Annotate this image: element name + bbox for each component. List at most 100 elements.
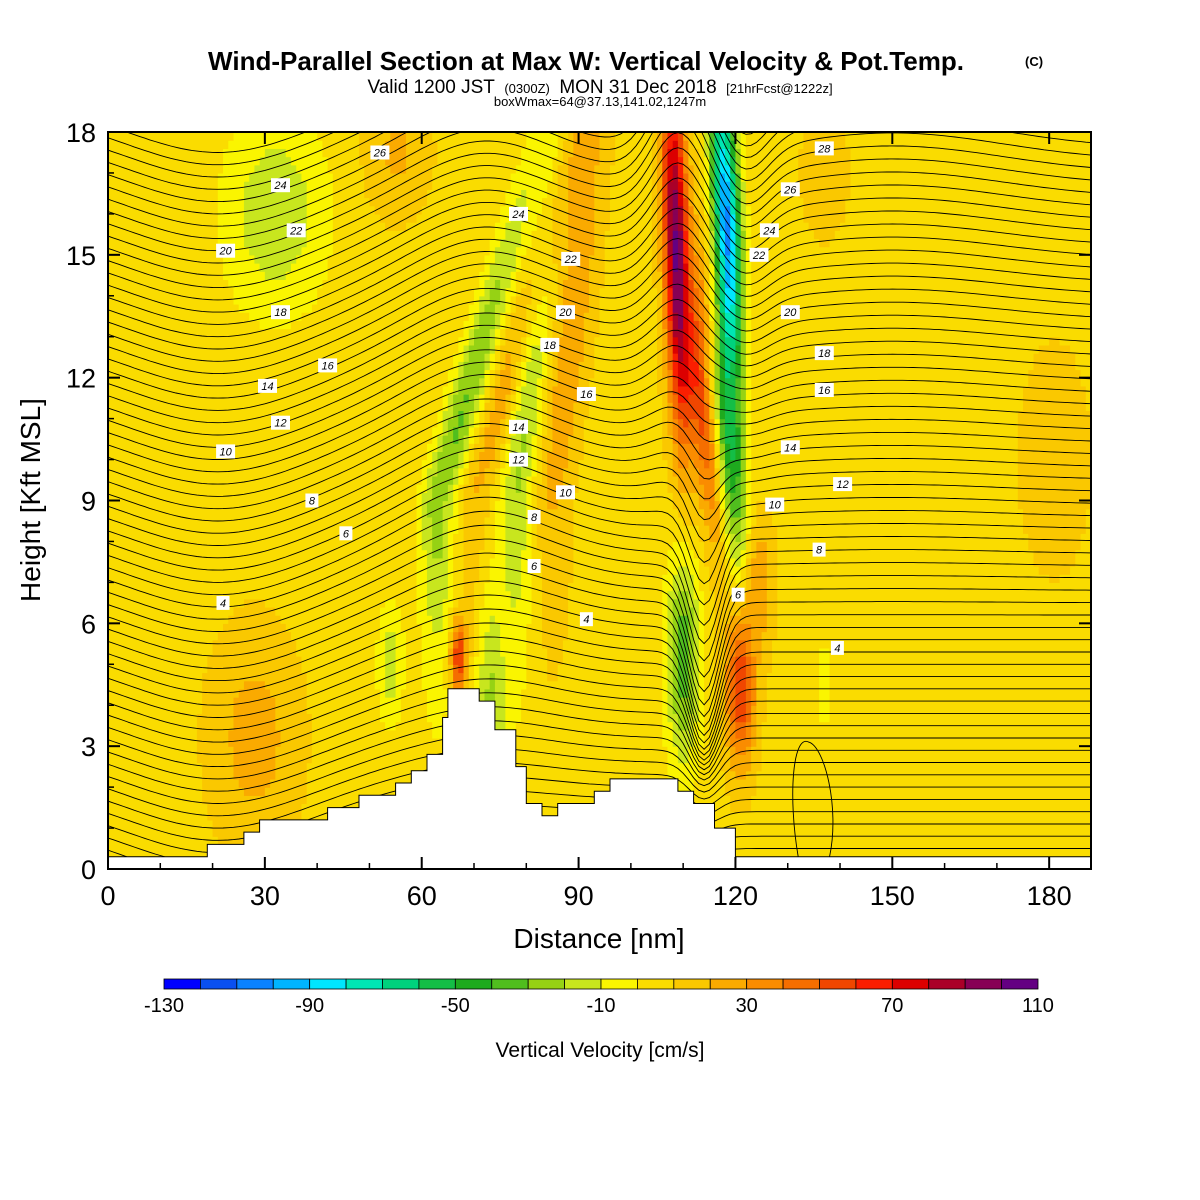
- field-cell: [583, 656, 590, 665]
- field-cell: [348, 713, 355, 723]
- field-cell: [541, 803, 548, 813]
- field-cell: [264, 811, 271, 821]
- field-cell: [683, 697, 689, 706]
- field-cell: [970, 664, 977, 674]
- field-cell: [693, 680, 700, 690]
- field-cell: [118, 795, 125, 805]
- field-cell: [364, 647, 371, 657]
- field-cell: [756, 656, 763, 665]
- field-cell: [217, 705, 224, 715]
- field-cell: [128, 680, 135, 690]
- field-cell: [285, 762, 292, 772]
- field-cell: [484, 680, 491, 690]
- field-cell: [902, 664, 909, 674]
- field-cell: [672, 721, 679, 731]
- field-cell: [730, 664, 737, 674]
- field-cell: [1033, 754, 1040, 764]
- field-cell: [698, 762, 705, 772]
- field-cell: [400, 754, 407, 764]
- field-cell: [541, 762, 548, 772]
- field-cell: [1002, 803, 1008, 813]
- field-cell: [730, 746, 737, 755]
- field-cell: [243, 664, 250, 674]
- field-cell: [751, 737, 757, 747]
- field-cell: [202, 713, 208, 723]
- field-cell: [620, 664, 627, 674]
- field-cell: [1017, 762, 1024, 772]
- field-cell: [1070, 729, 1076, 739]
- field-cell: [322, 754, 329, 764]
- field-cell: [913, 729, 920, 739]
- field-cell: [756, 828, 763, 837]
- field-cell: [139, 697, 146, 706]
- field-cell: [358, 737, 365, 747]
- field-cell: [625, 697, 632, 706]
- field-cell: [892, 836, 899, 846]
- field-cell: [766, 811, 773, 821]
- field-cell: [928, 656, 935, 665]
- field-cell: [902, 688, 909, 698]
- field-cell: [175, 705, 182, 715]
- field-cell: [364, 746, 371, 755]
- field-cell: [547, 795, 554, 805]
- field-cell: [766, 656, 773, 665]
- field-cell: [374, 656, 381, 665]
- field-cell: [599, 746, 606, 755]
- field-cell: [243, 819, 250, 829]
- field-cell: [390, 672, 397, 682]
- field-cell: [897, 680, 904, 690]
- field-cell: [364, 697, 371, 706]
- field-cell: [740, 729, 747, 739]
- field-cell: [1070, 787, 1076, 796]
- field-cell: [918, 836, 925, 846]
- field-cell: [228, 828, 235, 837]
- field-cell: [264, 729, 271, 739]
- field-cell: [970, 713, 977, 723]
- field-cell: [155, 746, 161, 755]
- field-cell: [881, 737, 888, 747]
- field-cell: [928, 803, 935, 813]
- field-cell: [338, 762, 344, 772]
- field-cell: [285, 688, 292, 698]
- field-cell: [259, 762, 266, 772]
- field-cell: [170, 754, 177, 764]
- field-cell: [688, 721, 695, 731]
- field-cell: [118, 836, 125, 846]
- field-cell: [170, 713, 177, 723]
- field-cell: [955, 680, 961, 690]
- field-cell: [850, 762, 857, 772]
- field-cell: [740, 746, 747, 755]
- field-cell: [432, 737, 439, 747]
- field-cell: [139, 828, 146, 837]
- field-cell: [1059, 828, 1066, 837]
- field-cell: [270, 721, 276, 731]
- field-cell: [1012, 828, 1019, 837]
- field-cell: [521, 656, 527, 665]
- field-cell: [249, 729, 256, 739]
- field-cell: [1028, 680, 1035, 690]
- field-cell: [285, 680, 292, 690]
- field-cell: [897, 729, 904, 739]
- field-cell: [379, 688, 386, 698]
- field-cell: [646, 680, 653, 690]
- field-cell: [735, 754, 742, 764]
- field-cell: [207, 664, 214, 674]
- field-cell: [437, 729, 444, 739]
- field-cell: [285, 713, 292, 723]
- field-cell: [887, 762, 893, 772]
- field-cell: [651, 697, 658, 706]
- field-cell: [500, 680, 506, 690]
- field-cell: [860, 705, 867, 715]
- field-cell: [275, 746, 282, 755]
- field-cell: [970, 754, 977, 764]
- field-cell: [557, 762, 564, 772]
- field-cell: [390, 664, 397, 674]
- field-cell: [646, 729, 653, 739]
- field-cell: [233, 778, 240, 788]
- field-cell: [646, 762, 653, 772]
- field-cell: [254, 787, 261, 796]
- field-cell: [264, 697, 271, 706]
- field-cell: [975, 811, 982, 821]
- field-cell: [322, 713, 329, 723]
- field-cell: [327, 672, 334, 682]
